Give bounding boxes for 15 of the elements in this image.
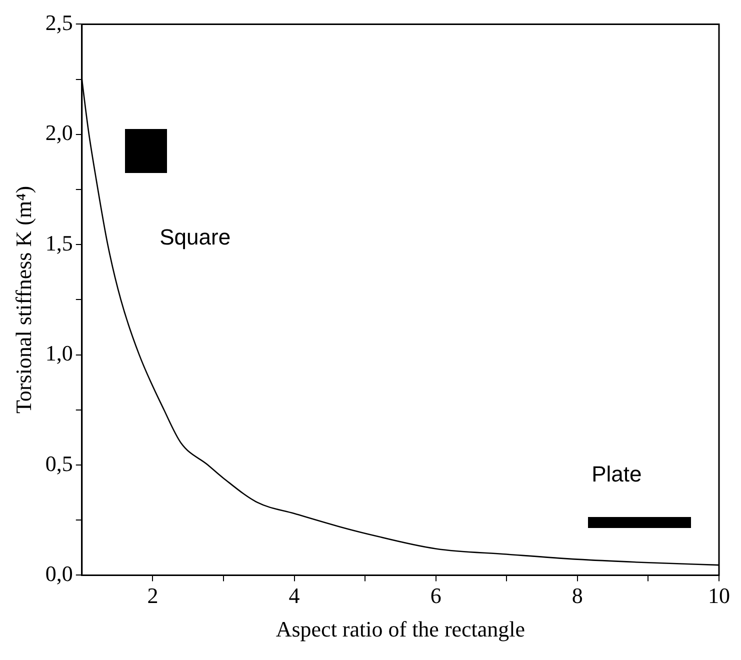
y-tick-label: 1,5 (45, 230, 73, 256)
x-axis-title: Aspect ratio of the rectangle (276, 616, 526, 642)
y-tick-label: 2,0 (45, 120, 73, 146)
y-tick-label: 0,5 (45, 450, 73, 476)
y-axis-title: Torsional stiffness K (m⁴) (10, 186, 36, 414)
x-tick-label: 10 (708, 583, 730, 608)
annotation: Square (160, 224, 231, 250)
x-tick-label: 6 (430, 583, 442, 608)
y-tick-label: 2,5 (45, 10, 73, 35)
y-tick-label: 0,0 (45, 560, 73, 586)
x-tick-label: 2 (147, 583, 158, 608)
annotation: Plate (592, 462, 642, 487)
x-tick-label: 4 (288, 583, 300, 608)
y-tick-label: 1,0 (45, 340, 73, 366)
x-tick-label: 8 (572, 583, 583, 608)
